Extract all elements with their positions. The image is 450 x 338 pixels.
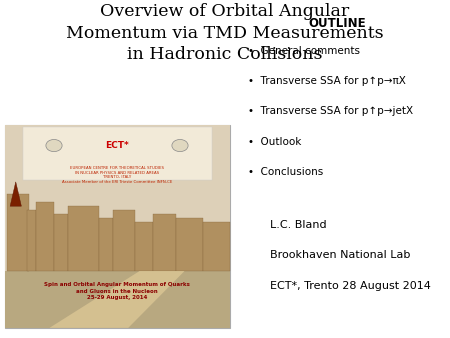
Bar [112,210,135,271]
Bar [99,218,112,271]
Text: Overview of Orbital Angular
Momentum via TMD Measurements
in Hadronic Collisions: Overview of Orbital Angular Momentum via… [66,3,384,64]
Text: ECT*, Trento 28 August 2014: ECT*, Trento 28 August 2014 [270,281,431,291]
Polygon shape [10,182,22,206]
Polygon shape [50,271,184,328]
Bar [7,194,29,271]
Text: •  Outlook: • Outlook [248,137,301,147]
Bar [135,222,153,271]
Text: •  General comments: • General comments [248,46,360,56]
FancyBboxPatch shape [4,271,230,328]
Bar [27,210,36,271]
FancyBboxPatch shape [22,127,212,180]
Text: EUROPEAN CENTRE FOR THEORETICAL STUDIES
IN NUCLEAR PHYSICS AND RELATED AREAS
TRE: EUROPEAN CENTRE FOR THEORETICAL STUDIES … [62,166,172,184]
FancyBboxPatch shape [4,125,230,271]
Bar [176,218,202,271]
Text: •  Conclusions: • Conclusions [248,167,323,177]
Circle shape [46,140,62,152]
Text: Brookhaven National Lab: Brookhaven National Lab [270,250,410,260]
Text: OUTLINE: OUTLINE [309,17,366,30]
Bar [54,214,68,271]
Bar [36,202,54,271]
Text: •  Transverse SSA for p↑p→jetX: • Transverse SSA for p↑p→jetX [248,106,413,117]
Bar [202,222,230,271]
Bar [153,214,176,271]
Text: •  Transverse SSA for p↑p→πX: • Transverse SSA for p↑p→πX [248,76,405,86]
Bar [68,206,99,271]
FancyBboxPatch shape [4,125,230,328]
Text: L.C. Bland: L.C. Bland [270,220,327,230]
Circle shape [172,140,188,152]
Text: ECT*: ECT* [105,141,129,150]
Text: Spin and Orbital Angular Momentum of Quarks
and Gluons in the Nucleon
25-29 Augu: Spin and Orbital Angular Momentum of Qua… [44,283,190,300]
